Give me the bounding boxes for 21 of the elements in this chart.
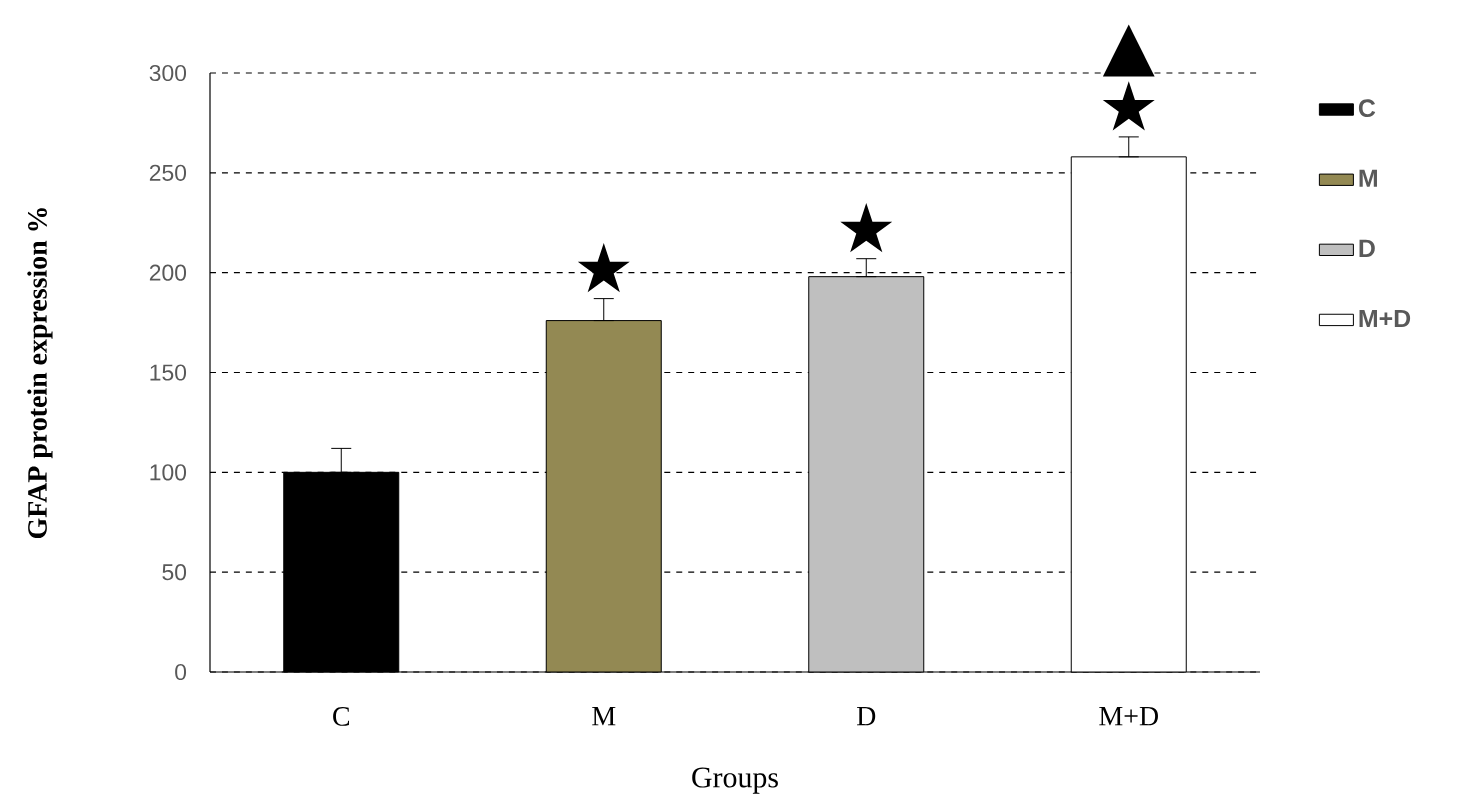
x-tick-label: C <box>333 707 350 726</box>
y-tick-label: 150 <box>150 364 187 381</box>
y-tick-label: 300 <box>149 64 187 82</box>
annotation: ★ <box>840 202 893 253</box>
x-tick-label: M <box>592 707 616 726</box>
y-axis-title: GFAP protein expression % <box>27 208 53 539</box>
legend-label: D <box>1359 239 1375 257</box>
legend-label: M+D <box>1359 309 1411 328</box>
annotation: ★ <box>577 242 630 293</box>
x-tick-label: D <box>856 707 876 726</box>
y-tick-label: 250 <box>149 164 187 181</box>
annotation: ★ <box>1102 81 1155 131</box>
y-tick-label: 200 <box>149 264 187 281</box>
legend-label: M <box>1359 169 1377 187</box>
annotation: ▲ <box>1102 24 1155 77</box>
y-tick-label: 0 <box>175 663 187 681</box>
y-tick-label: 100 <box>150 464 187 481</box>
legend-label: C <box>1358 99 1376 117</box>
x-tick-label: M+D <box>1099 707 1158 726</box>
x-axis-title: Groups <box>692 767 778 794</box>
y-tick-label: 50 <box>162 564 187 581</box>
